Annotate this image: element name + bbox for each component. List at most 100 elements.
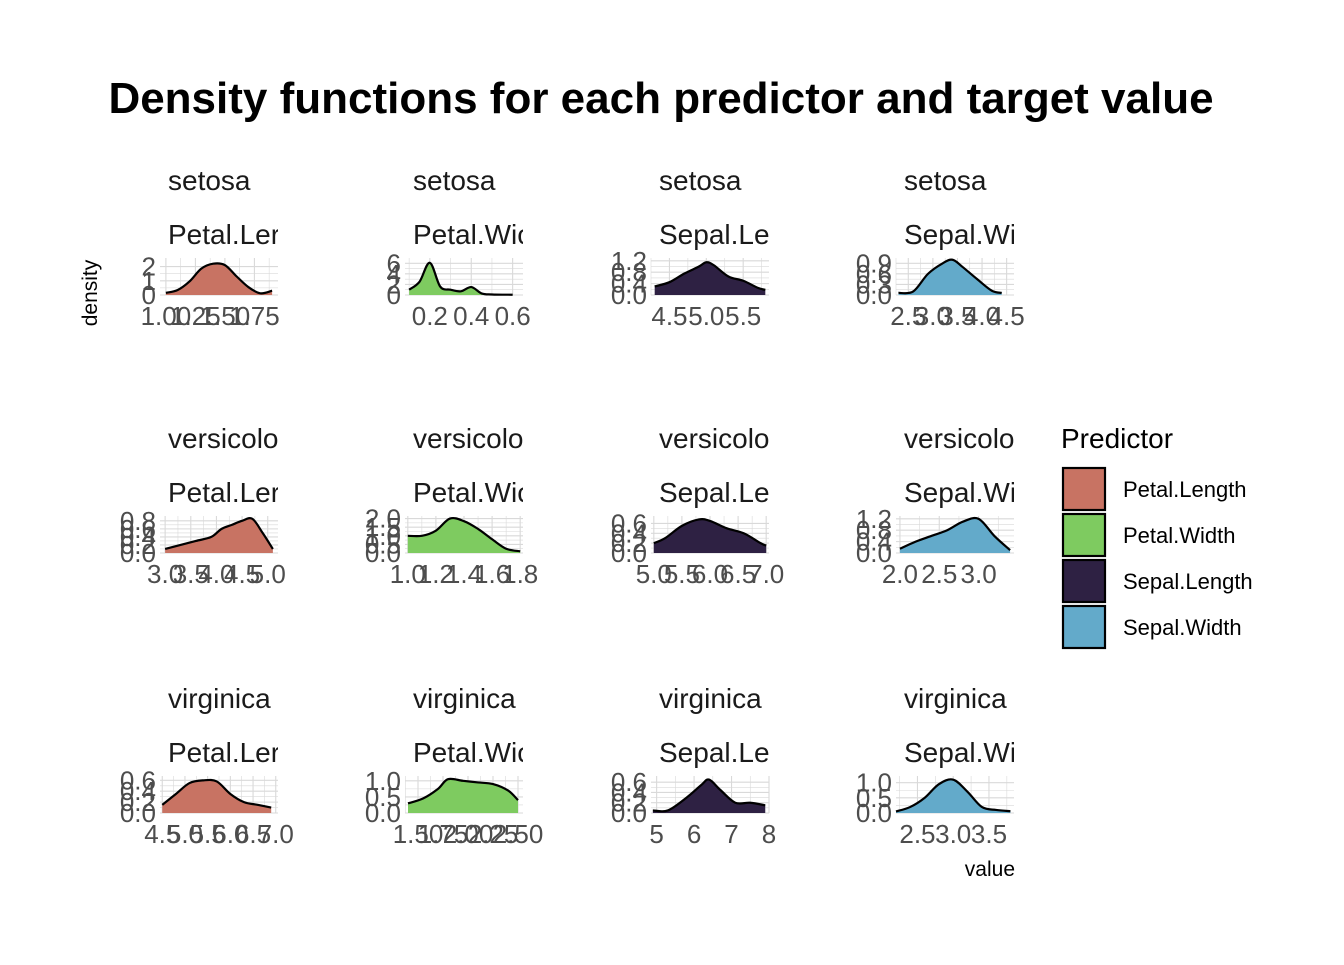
panel-virginica-Sepal.Width: virginica Sepal.Wi 2.5 3.0 3.5 0.00.51.0 xyxy=(856,683,1016,849)
y-axis-title: density xyxy=(79,259,102,326)
x-tick-label: 3.5 xyxy=(971,819,1007,849)
x-tick-label: 5.0 xyxy=(250,559,286,589)
panel-versicolo-Sepal.Length: versicolo Sepal.Le 5.05.56.06.57.0 0.00.20.… xyxy=(611,423,784,589)
density-line xyxy=(899,516,1011,551)
x-tick-label: 1.50 xyxy=(393,819,444,849)
y-tick-label: 0.0 xyxy=(611,798,647,828)
strip-species-label: virginica xyxy=(904,683,1007,714)
strip-species-label: virginica xyxy=(168,683,271,714)
x-tick-label: 1.0 xyxy=(390,559,426,589)
x-tick-label: 5.0 xyxy=(167,819,203,849)
x-tick-label: 2.5 xyxy=(899,819,935,849)
y-tick-label: 0.0 xyxy=(120,538,156,568)
x-tick-label: 4.5 xyxy=(144,819,180,849)
strip-species-label: versicolo xyxy=(413,423,523,454)
legend-swatch-Sepal.Width xyxy=(1061,604,1107,650)
y-tick-label: 0.5 xyxy=(856,783,892,813)
density-area xyxy=(162,779,272,813)
y-tick-label: 1.0 xyxy=(856,768,892,798)
y-tick-label: 4 xyxy=(387,259,401,289)
strip-species-label: setosa xyxy=(659,165,742,196)
density-line xyxy=(164,517,274,551)
y-tick-label: 0.2 xyxy=(120,530,156,560)
x-tick-label: 0.4 xyxy=(453,301,489,331)
strip-predictor-label: Petal.Wic xyxy=(413,219,531,250)
y-tick-label: 0.8 xyxy=(856,515,892,545)
legend-swatch-Petal.Width xyxy=(1061,512,1107,558)
legend-label: Petal.Length xyxy=(1123,477,1247,502)
y-tick-label: 1.0 xyxy=(365,521,401,551)
x-tick-label: 1.50 xyxy=(200,301,251,331)
x-axis-title: value xyxy=(965,858,1015,881)
y-tick-label: 0.6 xyxy=(856,259,892,289)
density-area xyxy=(653,519,767,553)
x-tick-label: 2.50 xyxy=(493,819,544,849)
x-tick-label: 2.0 xyxy=(882,559,918,589)
y-tick-label: 0.2 xyxy=(611,528,647,558)
x-tick-label: 4.0 xyxy=(198,559,234,589)
x-tick-label: 3.0 xyxy=(915,301,951,331)
strip-predictor-label: Sepal.Wi xyxy=(904,737,1016,768)
y-tick-label: 0.0 xyxy=(611,538,647,568)
y-tick-label: 0.0 xyxy=(365,538,401,568)
x-tick-label: 6.0 xyxy=(212,819,248,849)
strip-predictor-label: Sepal.Wi xyxy=(904,477,1016,508)
y-tick-label: 0.3 xyxy=(856,269,892,299)
x-tick-label: 1.75 xyxy=(229,301,280,331)
panel-virginica-Petal.Length: virginica Petal.Ler 4.55.05.56.06.57.0 0.00… xyxy=(120,683,294,849)
strip-species-label: setosa xyxy=(413,165,496,196)
strip-species-label: setosa xyxy=(904,165,987,196)
strip-species-label: setosa xyxy=(168,165,251,196)
y-tick-label: 1.2 xyxy=(611,246,647,276)
x-tick-label: 3.0 xyxy=(147,559,183,589)
y-tick-label: 0.4 xyxy=(856,527,892,557)
panels-layer: setosaPetal.Ler1.001.251.501.75012setosa… xyxy=(120,165,1025,849)
x-tick-label: 1.25 xyxy=(170,301,221,331)
y-tick-label: 0 xyxy=(387,280,401,310)
x-tick-label: 5.0 xyxy=(688,301,724,331)
density-line xyxy=(653,518,767,547)
y-tick-label: 1 xyxy=(142,266,156,296)
y-tick-label: 2 xyxy=(142,252,156,282)
x-tick-label: 7.0 xyxy=(748,559,784,589)
y-tick-label: 0.0 xyxy=(120,798,156,828)
density-line xyxy=(407,777,519,805)
y-tick-label: 0.2 xyxy=(611,788,647,818)
y-tick-label: 2 xyxy=(387,269,401,299)
x-tick-label: 1.8 xyxy=(502,559,538,589)
x-tick-label: 1.2 xyxy=(418,559,454,589)
y-tick-label: 0.0 xyxy=(856,280,892,310)
density-area xyxy=(896,779,1011,813)
x-tick-label: 1.75 xyxy=(418,819,469,849)
legend-label: Sepal.Width xyxy=(1123,615,1242,640)
legend-label: Sepal.Length xyxy=(1123,569,1253,594)
legend: Predictor Petal.Length Petal.Width Sepal.L… xyxy=(1061,423,1253,650)
x-tick-label: 5.5 xyxy=(664,559,700,589)
x-tick-label: 1.00 xyxy=(141,301,192,331)
strip-predictor-label: Sepal.Le xyxy=(659,477,770,508)
y-tick-label: 0.0 xyxy=(611,280,647,310)
x-tick-label: 6.5 xyxy=(235,819,271,849)
y-tick-label: 0.0 xyxy=(856,538,892,568)
y-tick-label: 1.5 xyxy=(365,512,401,542)
x-tick-label: 5.5 xyxy=(725,301,761,331)
y-tick-label: 1.0 xyxy=(365,766,401,796)
y-tick-label: 0.0 xyxy=(856,798,892,828)
x-tick-label: 3.0 xyxy=(961,559,997,589)
legend-swatch-Petal.Length xyxy=(1061,466,1107,512)
panel-versicolo-Sepal.Width: versicolo Sepal.Wi 2.0 2.5 3.0 0.00.40.81.2 xyxy=(856,423,1016,589)
y-tick-label: 0.9 xyxy=(856,248,892,278)
density-line xyxy=(408,261,513,296)
strip-predictor-label: Petal.Ler xyxy=(168,737,280,768)
panel-setosa-Petal.Length: setosa Petal.Ler 1.001.251.501.75 012 xyxy=(141,165,280,331)
legend-label: Petal.Width xyxy=(1123,523,1236,548)
density-line xyxy=(654,261,766,291)
x-tick-label: 6.0 xyxy=(692,559,728,589)
y-tick-label: 0.6 xyxy=(611,508,647,538)
y-tick-label: 0.4 xyxy=(611,777,647,807)
panel-versicolo-Petal.Length: versicolo Petal.Ler 3.03.54.04.55.0 0.00.20… xyxy=(120,423,286,589)
y-tick-label: 0.6 xyxy=(120,765,156,795)
strip-predictor-label: Petal.Ler xyxy=(168,477,280,508)
x-tick-label: 5 xyxy=(649,819,663,849)
